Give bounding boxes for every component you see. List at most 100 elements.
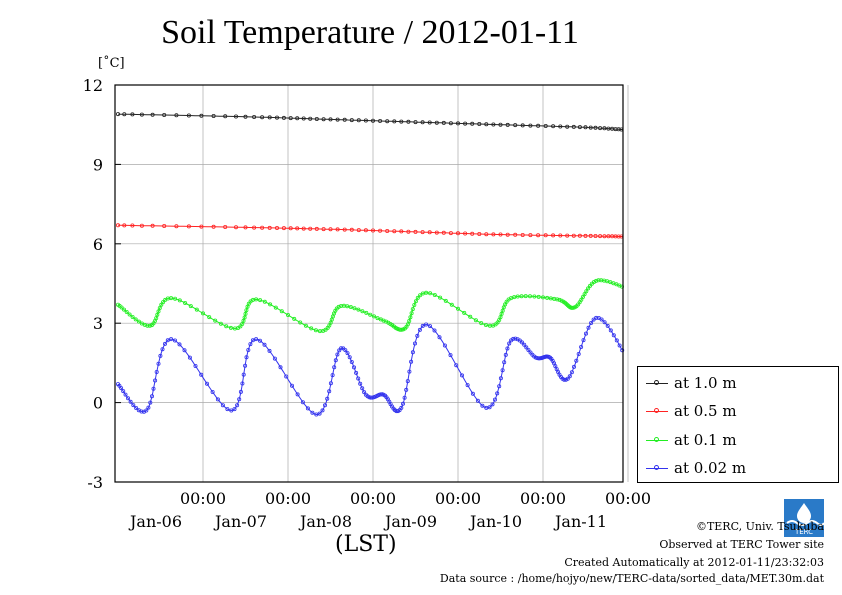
y-tick-label: 9 (93, 155, 103, 174)
data-point (241, 372, 246, 377)
data-point (153, 378, 158, 383)
data-point (483, 322, 488, 327)
data-point (169, 337, 174, 342)
data-point (327, 389, 332, 394)
data-point (413, 120, 418, 125)
x-tick-time-label: 00:00 (605, 489, 651, 508)
data-point (122, 112, 127, 117)
data-point (213, 318, 218, 323)
data-point (448, 231, 453, 236)
series-at-0-5-m (116, 223, 624, 239)
data-point (238, 389, 243, 394)
legend-item-1m: at 1.0 m (646, 372, 737, 394)
data-point (596, 278, 601, 283)
data-point (262, 299, 267, 304)
data-point (309, 326, 314, 331)
data-point (157, 305, 162, 310)
legend-label: at 0.1 m (674, 431, 737, 449)
data-point (228, 325, 233, 330)
data-point (598, 234, 603, 239)
data-point (199, 372, 204, 377)
data-point (442, 343, 447, 348)
data-point (174, 113, 179, 118)
data-point (160, 347, 165, 352)
data-point (551, 124, 556, 129)
data-point (260, 115, 265, 120)
data-point (116, 112, 121, 117)
data-point (278, 365, 283, 370)
data-point (301, 226, 306, 231)
data-point (409, 359, 414, 364)
data-point (528, 350, 533, 355)
data-point (363, 228, 368, 233)
data-point (574, 358, 579, 363)
data-point (358, 381, 363, 386)
data-point (608, 328, 613, 333)
data-point (399, 119, 404, 124)
data-point (215, 397, 220, 402)
data-point (536, 233, 541, 238)
data-point (147, 323, 152, 328)
data-point (536, 294, 541, 299)
data-point (572, 364, 577, 369)
data-point (155, 312, 160, 317)
data-point (188, 304, 193, 309)
data-point (285, 312, 290, 317)
data-point (131, 403, 136, 408)
data-point (448, 121, 453, 126)
data-point (412, 341, 417, 346)
data-point (252, 115, 257, 120)
data-point (449, 302, 454, 307)
data-point (504, 299, 509, 304)
data-point (233, 114, 238, 119)
data-point (413, 229, 418, 234)
data-point (321, 117, 326, 122)
data-point (364, 310, 369, 315)
data-point (576, 351, 581, 356)
data-point (513, 232, 518, 237)
terc-logo-icon: TERC (784, 499, 824, 537)
data-point (303, 323, 308, 328)
data-point (281, 226, 286, 231)
data-point (385, 228, 390, 233)
data-point (412, 302, 417, 307)
data-point (200, 311, 205, 316)
data-point (136, 319, 141, 324)
data-point (498, 122, 503, 127)
data-point (432, 328, 437, 333)
data-point (211, 224, 216, 229)
data-point (459, 373, 464, 378)
data-point (528, 233, 533, 238)
data-point (237, 397, 242, 402)
data-point (210, 389, 215, 394)
data-point (495, 391, 500, 396)
data-point (301, 116, 306, 121)
data-point (295, 116, 300, 121)
y-tick-label: -3 (87, 473, 103, 492)
data-point (162, 113, 167, 118)
data-point (322, 403, 327, 408)
data-point (507, 341, 512, 346)
data-point (598, 126, 603, 131)
data-point (565, 124, 570, 129)
data-point (484, 232, 489, 237)
data-point (432, 292, 437, 297)
data-point (123, 392, 128, 397)
data-point (375, 316, 380, 321)
data-point (497, 384, 502, 389)
data-point (605, 323, 610, 328)
data-point (424, 322, 429, 327)
data-point (281, 115, 286, 120)
data-point (267, 225, 272, 230)
data-point (582, 292, 587, 297)
data-point (156, 309, 161, 314)
data-point (246, 347, 251, 352)
data-point (480, 403, 485, 408)
data-point (128, 399, 133, 404)
data-point (173, 296, 178, 301)
data-point (267, 115, 272, 120)
data-point (156, 361, 161, 366)
data-point (526, 347, 531, 352)
data-point (532, 294, 537, 299)
data-point (187, 355, 192, 360)
